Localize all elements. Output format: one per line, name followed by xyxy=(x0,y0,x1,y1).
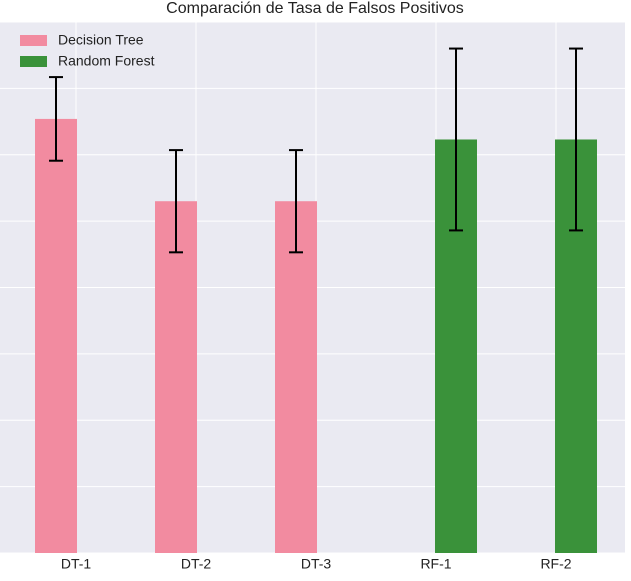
bar xyxy=(35,118,77,553)
chart-title: Comparación de Tasa de Falsos Positivos xyxy=(166,0,464,17)
x-tick-label: DT-3 xyxy=(301,556,332,572)
x-tick-label: RF-2 xyxy=(540,556,571,572)
legend-label: Decision Tree xyxy=(58,32,144,48)
bar xyxy=(275,201,317,553)
x-tick-label: RF-1 xyxy=(420,556,451,572)
bar xyxy=(155,201,197,553)
legend-swatch xyxy=(20,56,47,67)
x-tick-label: DT-1 xyxy=(61,556,92,572)
legend-label: Random Forest xyxy=(58,53,155,69)
x-tick-label: DT-2 xyxy=(181,556,212,572)
legend-swatch xyxy=(20,35,47,46)
